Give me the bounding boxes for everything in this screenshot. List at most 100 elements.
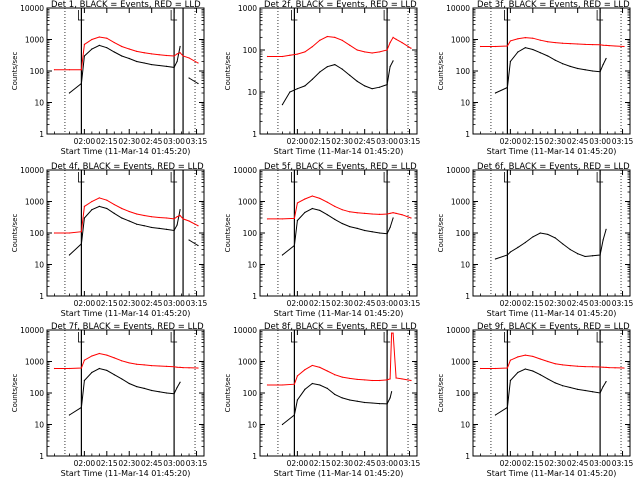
data-point: [158, 365, 160, 367]
data-point: [311, 382, 313, 385]
data-point: [80, 243, 82, 245]
y-axis-label: Counts/sec: [224, 52, 232, 91]
data-point: [83, 55, 85, 57]
x-tick-label: 02:15: [309, 299, 331, 308]
y-tick-label: 1: [465, 452, 470, 461]
y-tick-label: 10000: [20, 166, 44, 175]
data-point: [584, 69, 586, 71]
panel-9: Det 9f, BLACK = Events, RED = LLD 1 10 100 1…: [437, 322, 634, 478]
y-tick-label: 10: [34, 261, 44, 270]
data-point: [532, 370, 534, 372]
data-point: [539, 232, 541, 234]
y-axis-label: Counts/sec: [437, 214, 445, 253]
y-tick-label: 100: [456, 229, 471, 238]
data-point: [68, 69, 71, 71]
data-point: [364, 401, 366, 404]
data-point: [494, 367, 497, 370]
data-point: [326, 370, 328, 372]
panel-title: Det 2f, BLACK = Events, RED = LLD: [264, 0, 417, 10]
y-tick-label: 1: [252, 452, 257, 461]
data-point: [401, 42, 403, 44]
y-tick-label: 1000: [451, 36, 470, 45]
x-tick-label: 02:45: [567, 459, 589, 468]
x-axis-label: Start Time (11-Mar-14 01:45:20): [61, 309, 191, 318]
data-point: [173, 366, 175, 368]
data-point: [371, 213, 373, 215]
x-tick-label: 02:00: [500, 459, 522, 468]
data-point: [584, 365, 586, 368]
y-tick-label: 1000: [238, 198, 257, 207]
x-axis-label: Start Time (11-Mar-14 01:45:20): [487, 469, 617, 478]
data-point: [592, 70, 594, 72]
data-point: [304, 388, 306, 391]
data-point: [562, 243, 564, 245]
plot-frame: [259, 7, 418, 135]
data-point: [83, 379, 85, 382]
data-point: [53, 367, 56, 370]
x-tick-label: 02:00: [74, 459, 96, 468]
data-point: [176, 60, 178, 63]
data-point: [121, 45, 123, 48]
data-point: [158, 216, 160, 219]
y-tick-label: 100: [243, 46, 258, 55]
data-point: [349, 44, 351, 46]
x-axis-label: Start Time (11-Mar-14 01:45:20): [274, 469, 404, 478]
interval-bracket: [596, 332, 604, 343]
data-point: [281, 218, 284, 220]
data-point: [509, 251, 511, 253]
data-point: [539, 374, 541, 376]
data-point: [121, 207, 123, 210]
data-point: [410, 379, 412, 382]
data-point: [599, 392, 601, 394]
data-point: [80, 69, 82, 71]
data-point: [98, 205, 100, 207]
data-point: [554, 382, 556, 384]
data-point: [334, 36, 336, 38]
data-point: [509, 60, 511, 63]
series-line-lld: [267, 332, 412, 386]
data-point: [326, 35, 328, 38]
x-tick-label: 03:15: [612, 299, 634, 308]
x-tick-label: 02:15: [309, 137, 331, 146]
data-point: [136, 223, 138, 225]
data-point: [386, 379, 388, 381]
y-tick-label: 1000: [451, 358, 470, 367]
series-line-lld: [267, 35, 412, 57]
data-point: [364, 229, 366, 232]
data-point: [293, 383, 295, 385]
data-point: [371, 88, 373, 90]
data-point: [532, 37, 534, 39]
data-point: [379, 51, 381, 53]
data-point: [83, 359, 85, 361]
data-point: [554, 41, 556, 44]
data-point: [121, 360, 123, 362]
data-point: [188, 77, 190, 79]
data-point: [319, 39, 321, 41]
data-point: [608, 45, 610, 47]
data-point: [296, 53, 298, 55]
x-tick-label: 02:00: [500, 299, 522, 308]
panel-1: Det 1, BLACK = Events, RED = LLD 1 10 100 10…: [11, 0, 208, 156]
data-point: [176, 216, 178, 218]
data-point: [569, 248, 571, 251]
data-point: [389, 226, 391, 229]
interval-bracket: [383, 10, 391, 21]
interval-bracket: [383, 332, 391, 343]
data-point: [602, 366, 604, 368]
x-tick-label: 02:45: [141, 459, 163, 468]
data-point: [524, 47, 526, 49]
data-point: [386, 213, 388, 215]
y-axis-label: Counts/sec: [224, 374, 232, 413]
x-tick-label: 03:00: [163, 299, 185, 308]
data-point: [197, 244, 199, 247]
data-point: [143, 364, 145, 366]
data-point: [389, 378, 391, 380]
data-point: [197, 225, 199, 227]
y-tick-label: 10000: [446, 4, 470, 13]
data-point: [143, 214, 145, 217]
data-point: [128, 362, 130, 364]
y-tick-label: 100: [243, 389, 258, 398]
panel-title: Det 1, BLACK = Events, RED = LLD: [51, 0, 201, 10]
x-tick-label: 03:15: [186, 299, 208, 308]
data-point: [197, 82, 199, 85]
